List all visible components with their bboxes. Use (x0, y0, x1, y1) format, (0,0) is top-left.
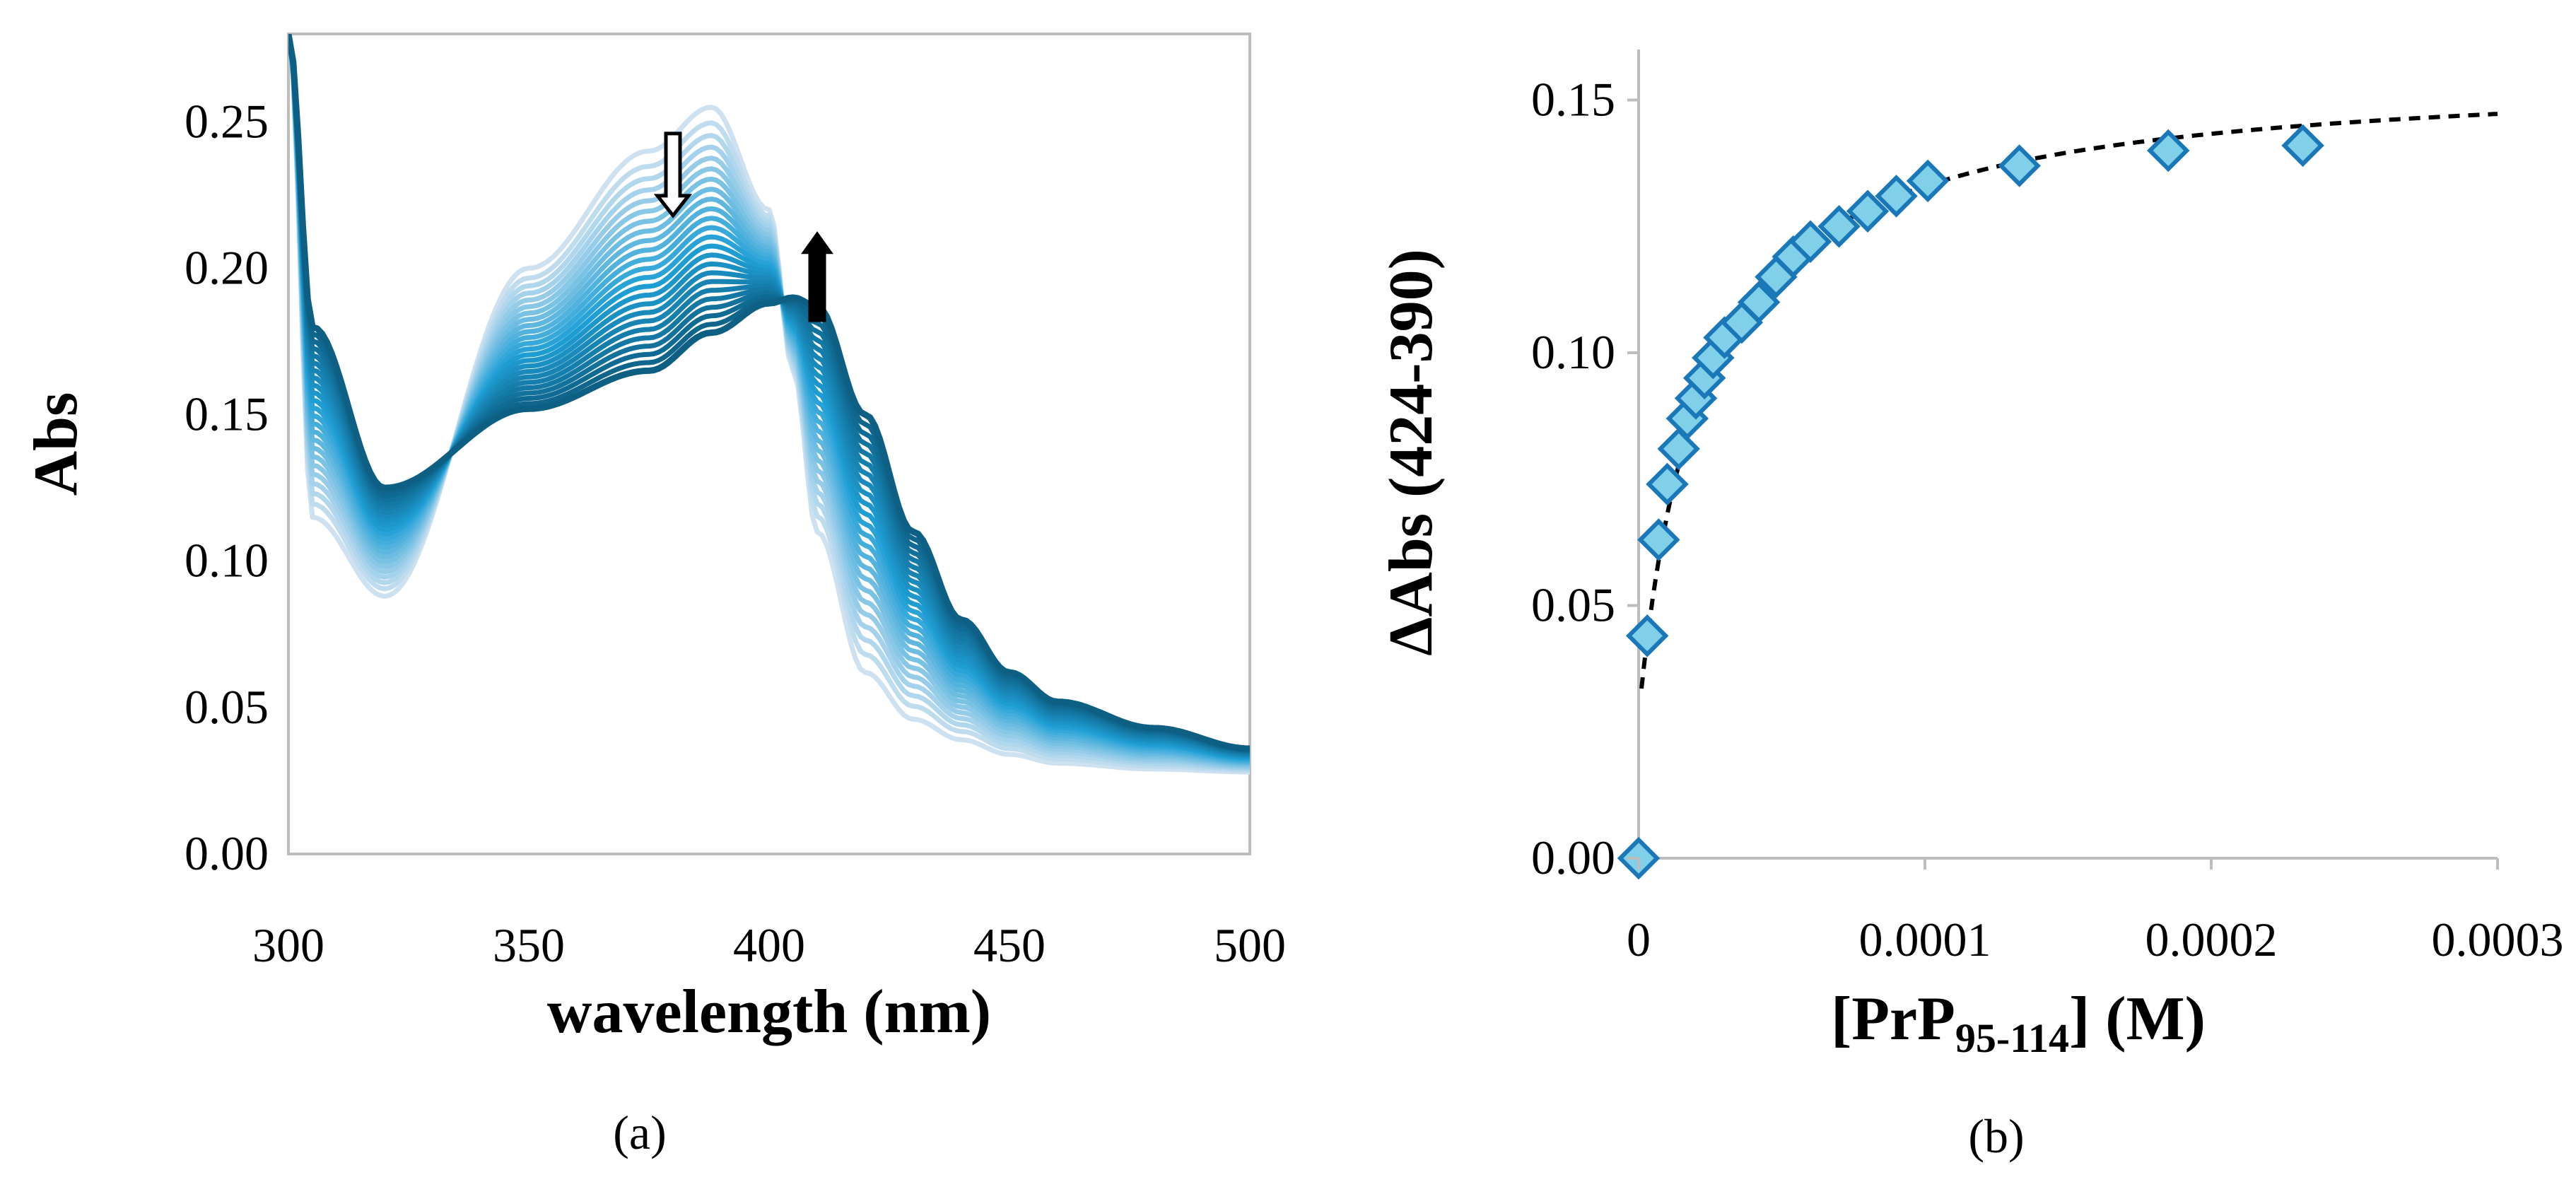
panel-b-y-ticks: 0.00 0.05 0.10 0.15 (1531, 73, 1639, 884)
panel-a-label: (a) (613, 1106, 666, 1159)
panel-b-x-ticks: 0 0.0001 0.0002 0.0003 (1627, 858, 2564, 966)
spectrum-line (288, 34, 1250, 765)
spectrum-line (288, 34, 1250, 753)
spectrum-line (288, 34, 1250, 772)
spectrum-line (288, 34, 1250, 752)
x-tick-label: 0 (1627, 913, 1651, 966)
y-tick-label: 0.15 (1531, 73, 1615, 127)
spectrum-line (288, 34, 1250, 754)
spectrum-line (288, 34, 1250, 767)
y-tick-label: 0.00 (1531, 831, 1615, 884)
x-tick-label: 350 (493, 918, 565, 972)
panel-b-y-axis-title: ΔAbs (424-390) (1377, 249, 1446, 656)
panel-b-x-axis-title: [PrP95-114] (M) (1831, 985, 2206, 1061)
fit-curve (1639, 112, 2498, 689)
data-point-marker (1646, 462, 1689, 506)
x-tick-label: 0.0003 (2432, 913, 2564, 966)
y-tick-label: 0.05 (185, 680, 269, 734)
data-point-marker (1737, 281, 1781, 324)
y-tick-label: 0.10 (1531, 325, 1615, 379)
data-points-group (1617, 124, 2324, 880)
up-arrow-icon (801, 231, 833, 322)
data-point-marker (1788, 220, 1832, 263)
y-tick-label: 0.10 (185, 534, 269, 587)
panel-a-arrows (653, 131, 833, 322)
x-tick-label: 300 (252, 918, 324, 972)
panel-a-y-ticks: 0.00 0.05 0.10 0.15 0.20 0.25 (185, 94, 269, 880)
data-point-marker (1657, 427, 1700, 471)
panel-a-x-axis-title: wavelength (nm) (547, 978, 991, 1046)
x-tick-label: 0.0002 (2145, 913, 2278, 966)
spectrum-line (288, 34, 1250, 758)
y-tick-label: 0.05 (1531, 578, 1615, 632)
x-tick-label: 0.0001 (1859, 913, 1991, 966)
data-point-marker (1817, 205, 1861, 248)
spectrum-line (288, 34, 1250, 762)
panel-a-y-axis-title: Abs (22, 392, 90, 496)
spectra-group (288, 34, 1250, 775)
spectrum-line (288, 34, 1250, 773)
x-tick-label: 450 (973, 918, 1046, 972)
data-point-marker (1875, 175, 1918, 218)
spectrum-line (288, 34, 1250, 756)
spectrum-line (288, 34, 1250, 775)
down-arrow-icon (653, 131, 693, 218)
spectrum-line (288, 34, 1250, 755)
y-tick-label: 0.25 (185, 94, 269, 148)
spectrum-line (288, 34, 1250, 766)
data-point-marker (2281, 124, 2324, 168)
spectrum-line (288, 34, 1250, 752)
spectrum-line (288, 34, 1250, 771)
panel-b-chart: 0 0.0001 0.0002 0.0003 0.00 0.05 0.10 0.15 [Pr… (1377, 49, 2564, 1163)
panel-b-label: (b) (1968, 1109, 2024, 1163)
panel-a-plot-frame (287, 33, 1251, 855)
panel-a-chart: 300 350 400 450 500 0.00 0.05 0.10 0.15 0.20 0.25… (22, 33, 1286, 1159)
data-point-marker (1906, 159, 1950, 203)
spectrum-line (288, 34, 1250, 769)
data-point-marker (1637, 518, 1680, 561)
spectrum-line (288, 34, 1250, 756)
spectrum-line (288, 34, 1250, 759)
data-point-marker (2147, 129, 2190, 172)
spectrum-line (288, 34, 1250, 763)
spectrum-line (288, 34, 1250, 768)
y-tick-label: 0.15 (185, 387, 269, 441)
data-point-marker (1846, 189, 1890, 233)
fit-curve-group (1639, 112, 2498, 689)
panel-a-x-ticks: 300 350 400 450 500 (252, 918, 1286, 972)
data-point-marker (1998, 144, 2041, 187)
spectrum-line (288, 34, 1250, 761)
spectrum-line (288, 34, 1250, 761)
spectrum-line (288, 34, 1250, 764)
x-tick-label: 500 (1214, 918, 1286, 972)
y-tick-label: 0.00 (185, 826, 269, 880)
y-tick-label: 0.20 (185, 240, 269, 294)
spectrum-line (288, 34, 1250, 759)
data-point-marker (1625, 614, 1669, 657)
x-tick-label: 400 (733, 918, 805, 972)
